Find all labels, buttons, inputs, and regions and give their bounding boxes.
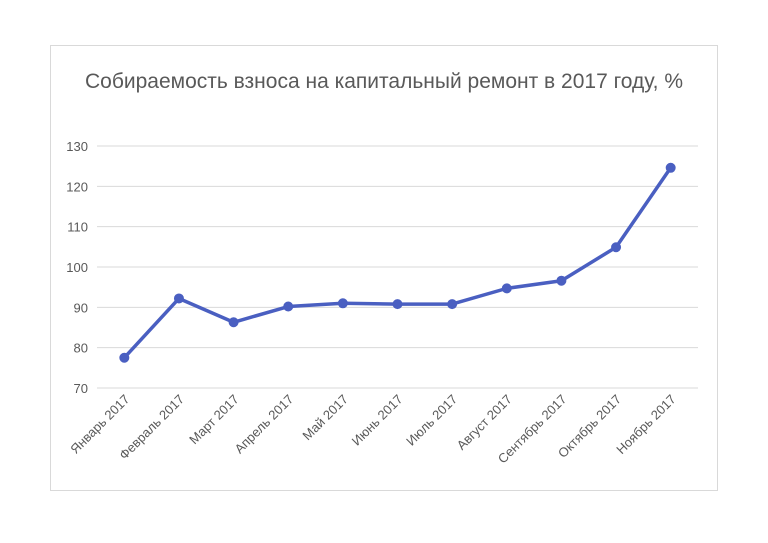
- y-tick-label: 80: [74, 341, 88, 356]
- data-point: [173, 293, 184, 304]
- data-point: [611, 242, 622, 253]
- data-point: [337, 298, 348, 309]
- y-tick-label: 70: [74, 381, 88, 396]
- y-tick-label: 120: [66, 179, 88, 194]
- series-line: [122, 166, 673, 360]
- y-tick-label: 100: [66, 260, 88, 275]
- chart-title: Собираемость взноса на капитальный ремон…: [84, 70, 684, 93]
- y-tick-label: 130: [66, 139, 88, 154]
- x-tick-label: Июль 2017: [403, 392, 460, 449]
- y-tick-label: 110: [67, 220, 88, 235]
- x-tick-label: Июнь 2017: [349, 392, 406, 449]
- data-point: [392, 299, 403, 310]
- data-point: [556, 275, 567, 286]
- data-point: [665, 162, 676, 173]
- x-tick-label: Май 2017: [299, 392, 351, 444]
- chart-frame: [50, 45, 718, 491]
- x-tick-label: Март 2017: [186, 392, 242, 448]
- data-point: [228, 317, 239, 328]
- data-point: [447, 299, 458, 310]
- data-point: [119, 352, 130, 363]
- data-point: [501, 283, 512, 294]
- data-point: [283, 301, 294, 312]
- x-tick-label: Апрель 2017: [232, 392, 297, 457]
- y-tick-label: 90: [74, 300, 88, 315]
